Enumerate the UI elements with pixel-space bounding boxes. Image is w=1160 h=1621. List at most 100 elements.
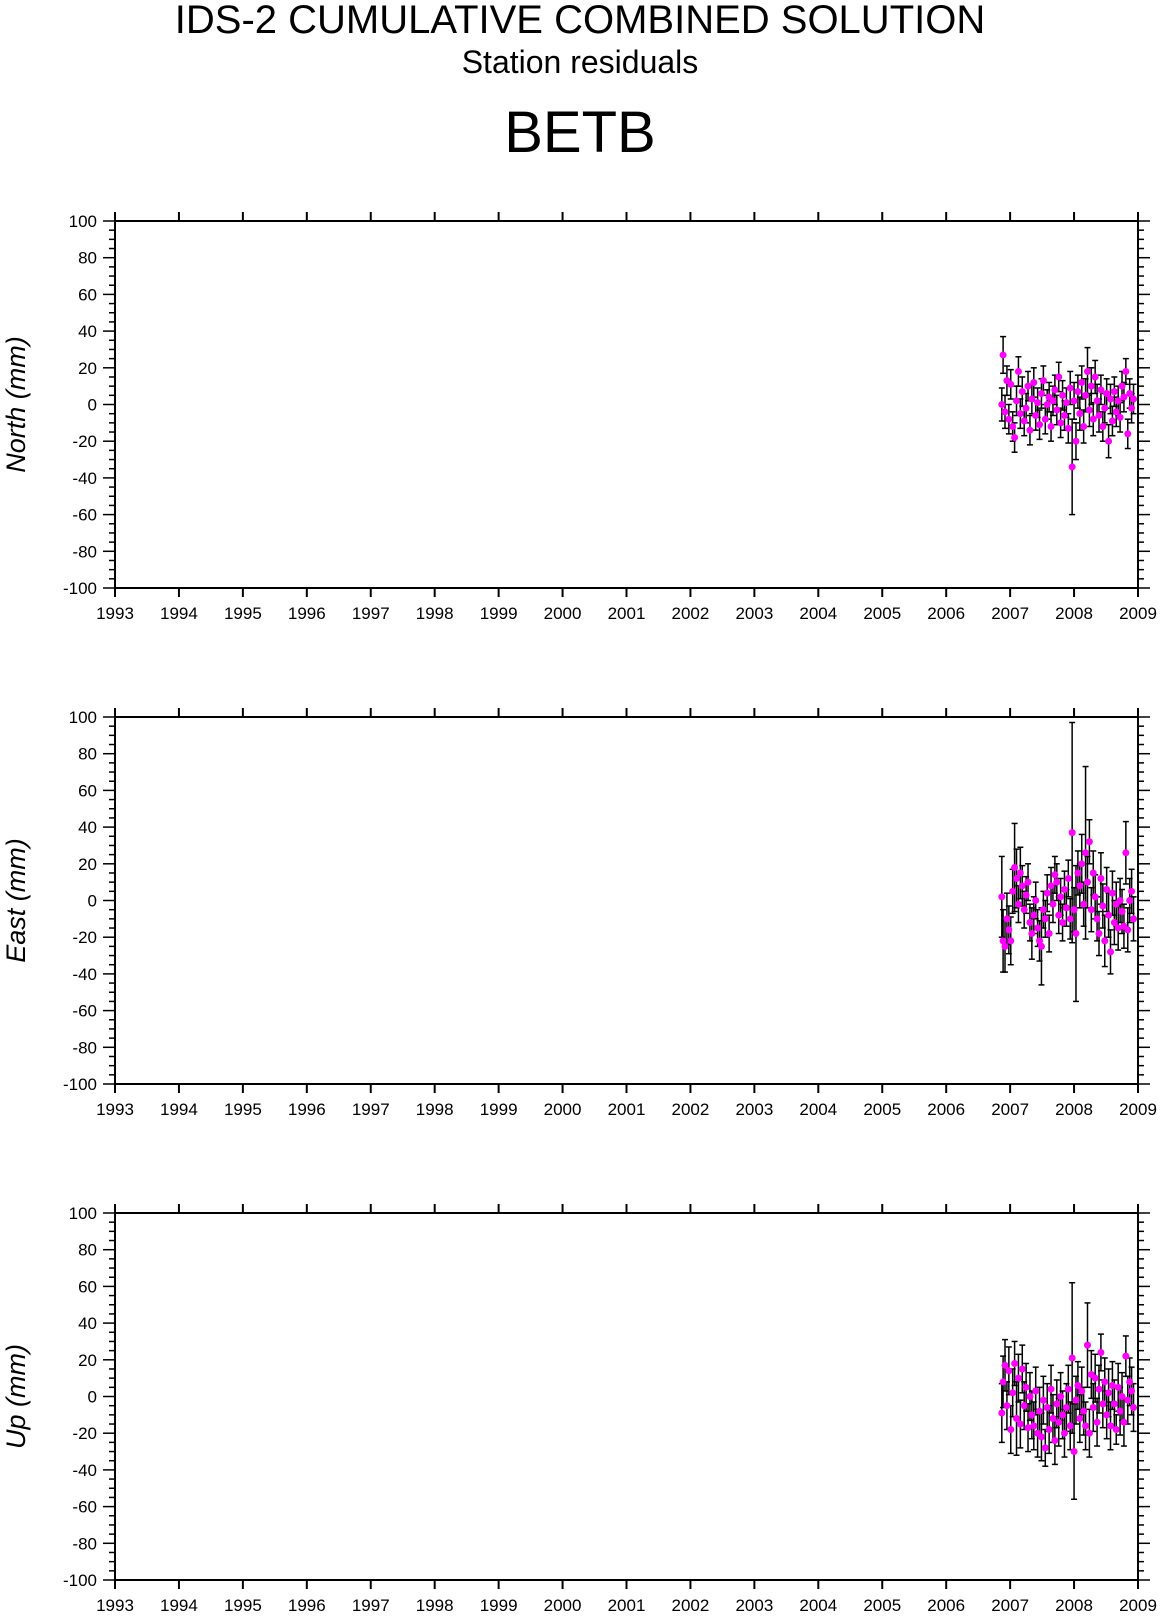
east-xtick-label: 2004 <box>799 1100 837 1119</box>
up-ytick-label: 100 <box>69 1204 97 1223</box>
east-panel: 1993 1994 1995 1996 1997 1998 1999 2000 2001 2002… <box>1 708 1157 1119</box>
north-data-point <box>1036 421 1044 429</box>
up-data-point <box>1024 1424 1032 1432</box>
up-ytick-label: -20 <box>72 1424 97 1443</box>
up-data-point <box>1032 1387 1040 1395</box>
up-data-point <box>1047 1385 1055 1393</box>
up-data-point <box>1007 1426 1015 1434</box>
east-xtick-label: 2000 <box>544 1100 582 1119</box>
east-data-point <box>1007 937 1015 945</box>
north-data-point <box>1055 373 1063 381</box>
up-ytick-label: 0 <box>88 1388 97 1407</box>
up-data-point <box>1097 1348 1105 1356</box>
north-data-point <box>1020 417 1028 425</box>
north-data-point <box>1030 378 1038 386</box>
north-ytick-label: 100 <box>69 212 97 231</box>
up-xtick-label: 2004 <box>799 1596 837 1615</box>
north-y-axis-label: North (mm) <box>1 336 31 473</box>
north-xtick-label: 2005 <box>863 604 901 623</box>
up-data-point <box>1068 1354 1076 1362</box>
up-data-point <box>1095 1385 1103 1393</box>
east-ytick-label: 20 <box>78 855 97 874</box>
east-data-point <box>1101 937 1109 945</box>
east-data-point <box>1037 942 1045 950</box>
east-data-point <box>1070 906 1078 914</box>
east-data-point <box>1016 869 1024 877</box>
up-ytick-label: -80 <box>72 1534 97 1553</box>
north-data-point <box>1039 377 1047 385</box>
east-xtick-label: 1999 <box>480 1100 518 1119</box>
east-data-point <box>1032 897 1040 904</box>
up-plot-frame <box>114 1212 1139 1581</box>
up-data-point <box>999 1378 1007 1386</box>
east-ytick-label: -80 <box>72 1038 97 1057</box>
up-data-point <box>1055 1418 1063 1426</box>
north-data-point <box>1085 406 1093 414</box>
up-data-point <box>1066 1422 1074 1430</box>
east-data-point <box>1064 874 1072 882</box>
up-data-point <box>1120 1418 1128 1426</box>
up-xtick-label: 2000 <box>544 1596 582 1615</box>
east-data-point <box>1107 948 1115 956</box>
up-data-point <box>1036 1407 1044 1415</box>
east-data-point <box>1093 915 1101 923</box>
east-data-point <box>1018 882 1026 890</box>
east-data-point <box>1068 829 1076 837</box>
up-xtick-label: 1995 <box>224 1596 262 1615</box>
north-data-point <box>1089 415 1097 423</box>
east-data-point <box>1053 878 1061 886</box>
north-xtick-label: 1999 <box>480 604 518 623</box>
chart-title: IDS-2 CUMULATIVE COMBINED SOLUTION <box>174 0 986 42</box>
north-data-point <box>998 401 1006 408</box>
up-y-axis-label: Up (mm) <box>1 1344 31 1449</box>
north-data-point <box>1128 404 1136 412</box>
east-data-point <box>1013 874 1021 882</box>
north-ytick-label: 20 <box>78 359 97 378</box>
north-data-point <box>1016 410 1024 418</box>
up-data-point <box>1016 1420 1024 1428</box>
up-data-point <box>1022 1383 1030 1391</box>
east-ytick-label: 0 <box>88 892 97 911</box>
up-data-point <box>1076 1415 1084 1423</box>
east-xtick-label: 2002 <box>672 1100 710 1119</box>
east-xtick-label: 2008 <box>1055 1100 1093 1119</box>
up-data-point <box>1037 1433 1045 1441</box>
up-panel: 1993 1994 1995 1996 1997 1998 1999 2000 2001 2002… <box>1 1204 1157 1615</box>
up-data-point <box>1116 1407 1124 1415</box>
east-data-point <box>1103 885 1111 893</box>
east-ytick-label: 80 <box>78 745 97 764</box>
east-data-point <box>1034 924 1042 932</box>
north-data-point <box>1064 424 1072 432</box>
east-data-point <box>1062 904 1070 912</box>
east-data-point <box>1116 897 1124 904</box>
east-data-point <box>1059 919 1067 927</box>
east-data-point <box>1114 924 1122 932</box>
up-data-point <box>1030 1422 1038 1430</box>
up-data-point <box>1080 1407 1088 1415</box>
east-xtick-label: 1994 <box>160 1100 198 1119</box>
up-data-point <box>1013 1415 1021 1423</box>
up-data-point <box>1005 1367 1013 1375</box>
up-data-point <box>1128 1387 1136 1395</box>
up-xtick-label: 1993 <box>96 1596 134 1615</box>
east-xtick-label: 1997 <box>352 1100 390 1119</box>
east-data-point <box>1108 889 1116 897</box>
north-xtick-label: 2001 <box>608 604 646 623</box>
east-plot-frame <box>114 716 1139 1085</box>
east-data-point <box>1043 889 1051 897</box>
north-data-point <box>1114 397 1122 405</box>
up-series <box>998 1281 1138 1501</box>
up-data-point <box>1101 1378 1109 1386</box>
up-ytick-label: -40 <box>72 1461 97 1480</box>
north-data-point <box>1107 395 1115 403</box>
east-xtick-label: 1995 <box>224 1100 262 1119</box>
north-xtick-label: 1997 <box>352 604 390 623</box>
up-xtick-label: 1996 <box>288 1596 326 1615</box>
east-data-point <box>1055 911 1063 919</box>
up-ytick-label: 20 <box>78 1351 97 1370</box>
east-data-point <box>1124 926 1132 934</box>
east-data-point <box>1051 871 1059 879</box>
up-data-point <box>1112 1426 1120 1434</box>
north-series <box>998 335 1138 516</box>
east-data-point <box>1110 919 1118 927</box>
